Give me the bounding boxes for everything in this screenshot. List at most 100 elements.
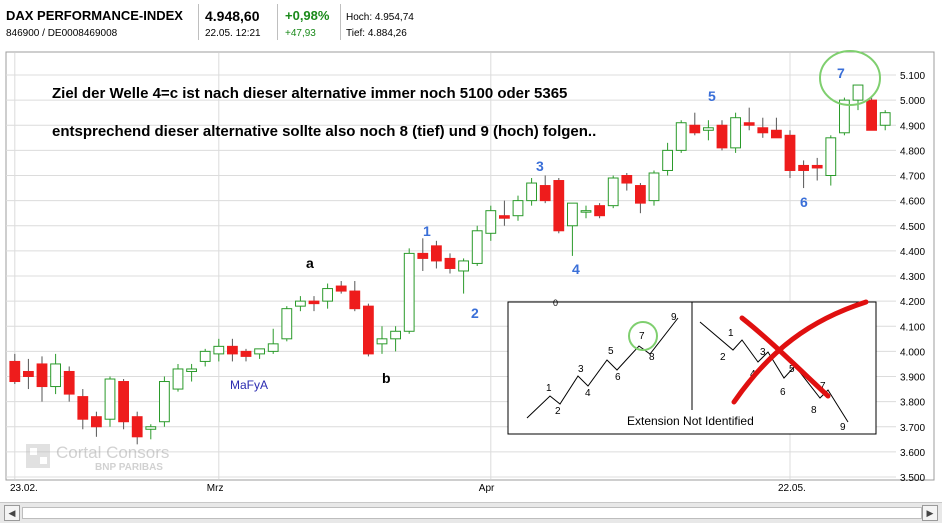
y-tick-label: 3.500 xyxy=(900,473,925,484)
watermark-logo-icon xyxy=(26,444,50,468)
candle-up xyxy=(852,84,864,101)
candle-down xyxy=(131,416,143,438)
candle-down xyxy=(811,164,823,169)
y-tick-label: 4.100 xyxy=(900,322,925,333)
candle-down xyxy=(784,134,796,171)
candle-down xyxy=(771,129,782,139)
y-tick-label: 4.300 xyxy=(900,272,925,283)
y-tick-label: 4.600 xyxy=(900,197,925,208)
inset-left-label: 8 xyxy=(649,352,655,363)
inset-caption: Extension Not Identified xyxy=(627,414,754,428)
cross-stroke-2 xyxy=(731,299,869,405)
inset-left-label: 1 xyxy=(546,383,552,394)
candle-down xyxy=(757,127,769,134)
candle-down xyxy=(349,290,361,310)
candle-down xyxy=(743,122,755,126)
candle-up xyxy=(648,172,660,202)
candle-up xyxy=(526,182,537,202)
candle-down xyxy=(36,363,48,388)
candle-up xyxy=(186,368,197,372)
cortal-consors-watermark: Cortal Consors BNP PARIBAS xyxy=(26,443,169,473)
candle-up xyxy=(512,200,524,217)
y-tick-label: 3.700 xyxy=(900,423,925,434)
candle-up xyxy=(267,343,279,352)
annotation-line-2: entsprechend dieser alternative sollte a… xyxy=(52,123,596,140)
horizontal-scrollbar[interactable]: ◀ ▶ xyxy=(0,502,942,523)
candle-down xyxy=(621,175,633,184)
y-tick-label: 5.000 xyxy=(900,96,925,107)
inset-right-label: 7 xyxy=(820,381,826,392)
inset-right-label: 6 xyxy=(780,387,786,398)
candle-up xyxy=(390,330,401,340)
inset-right-label: 3 xyxy=(760,347,766,358)
price-cell xyxy=(199,4,278,40)
candle-up xyxy=(199,350,211,362)
scroll-left-arrow-icon[interactable]: ◀ xyxy=(4,505,20,521)
y-tick-label: 4.900 xyxy=(900,121,925,132)
candle-up xyxy=(879,112,891,126)
inset-right-label: 2 xyxy=(720,352,726,363)
candle-down xyxy=(63,370,75,395)
candle-up xyxy=(145,426,157,430)
candle-up xyxy=(839,99,850,134)
candle-down xyxy=(417,252,429,259)
cross-stroke-1 xyxy=(739,315,831,399)
y-tick-label: 4.800 xyxy=(900,146,925,157)
y-tick-label: 3.600 xyxy=(900,448,925,459)
candle-up xyxy=(485,210,497,234)
candle-down xyxy=(635,185,646,204)
y-tick-label: 3.800 xyxy=(900,398,925,409)
wave-label-a: a xyxy=(306,255,314,271)
candle-up xyxy=(703,127,714,131)
inset-right-label: 8 xyxy=(811,405,817,416)
candle-up xyxy=(50,363,61,388)
candle-up xyxy=(662,149,673,171)
candle-down xyxy=(594,205,605,217)
candle-down xyxy=(240,350,252,357)
candle-up xyxy=(607,177,619,207)
candle-up xyxy=(471,230,483,264)
x-tick-label: 23.02. xyxy=(10,483,38,494)
candle-up xyxy=(580,210,592,213)
candle-up xyxy=(458,260,469,272)
candle-down xyxy=(689,124,701,134)
price-datetime: 22.05. 12:21 xyxy=(205,28,261,39)
inset-right-label: 9 xyxy=(840,422,846,433)
scroll-right-arrow-icon[interactable]: ▶ xyxy=(922,505,938,521)
candle-up xyxy=(567,202,578,227)
candle-up xyxy=(172,368,184,390)
inset-left-label: 9 xyxy=(671,312,677,323)
scroll-track[interactable] xyxy=(22,507,922,519)
last-price: 4.948,60 xyxy=(205,8,260,24)
candle-up xyxy=(295,300,306,307)
candlestick-chart: 5.100 5.000 4.900 4.800 4.700 4.600 4.500 4.400… xyxy=(5,50,935,494)
candle-up xyxy=(403,252,415,332)
y-tick-label: 4.700 xyxy=(900,172,925,183)
wave-label-1: 1 xyxy=(423,223,431,239)
x-tick-label: 22.05. xyxy=(778,483,806,494)
candle-down xyxy=(431,245,442,262)
change-absolute: +47,93 xyxy=(285,28,316,39)
wave-label-7: 7 xyxy=(837,65,845,81)
wave-label-4: 4 xyxy=(572,261,580,277)
inset-top-mark: 0 xyxy=(553,298,558,308)
candles xyxy=(9,84,891,445)
watermark-logo-square-icon xyxy=(40,457,47,464)
wave-label-6: 6 xyxy=(800,194,808,210)
candle-up xyxy=(254,348,265,355)
x-axis-ticks: 23.02. Mrz Apr 22.05. xyxy=(10,483,806,494)
candle-down xyxy=(91,416,102,428)
quote-header: DAX PERFORMANCE-INDEX 846900 / DE0008469… xyxy=(0,0,942,44)
candle-down xyxy=(866,99,877,131)
inset-left-label: 3 xyxy=(578,364,584,375)
wave-7-circle xyxy=(819,50,881,106)
x-tick-label: Apr xyxy=(479,483,495,494)
elliott-wave-inset: 0 1 2 3 4 5 6 7 8 9 1 2 3 4 5 6 7 8 9 Ex… xyxy=(507,298,877,435)
isin: 846900 / DE0008469008 xyxy=(6,28,118,39)
inset-left-label: 4 xyxy=(585,388,591,399)
inset-right-label: 5 xyxy=(789,364,795,375)
change-percent: +0,98% xyxy=(285,8,330,23)
day-high: Hoch: 4.954,74 xyxy=(346,12,414,23)
change-cell xyxy=(278,4,341,40)
inset-left-label: 7 xyxy=(639,331,645,342)
